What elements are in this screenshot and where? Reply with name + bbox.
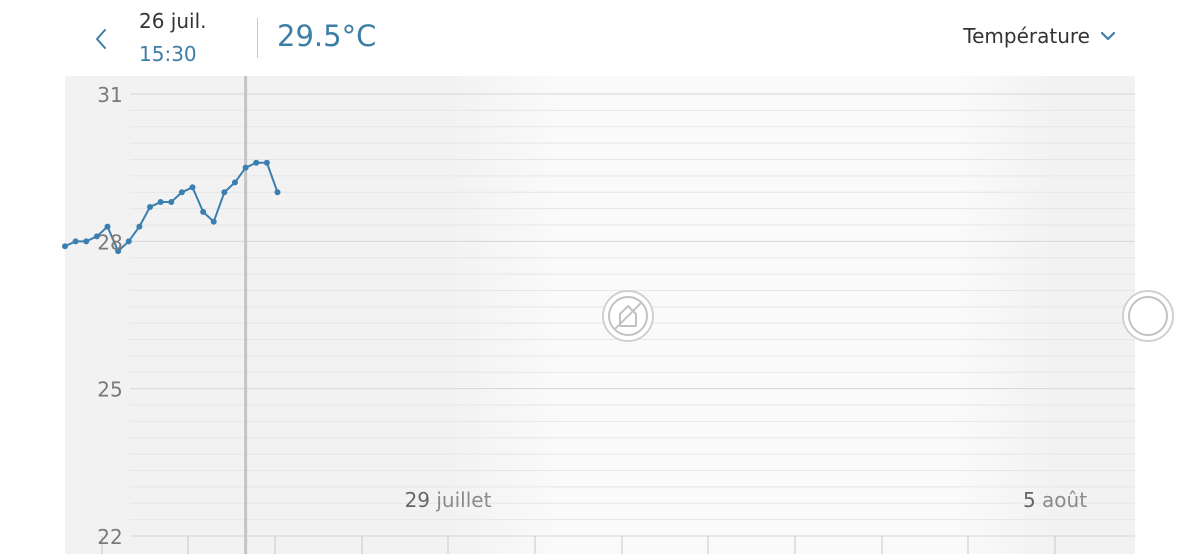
selected-date: 26 juil. — [139, 9, 207, 33]
major-gridlines — [130, 93, 1135, 537]
temperature-reading: 29.5°C — [277, 19, 377, 53]
data-point[interactable] — [136, 223, 143, 230]
no-data-icon-partial — [1122, 290, 1174, 342]
data-point[interactable] — [168, 199, 175, 206]
data-point[interactable] — [189, 184, 196, 191]
y-axis-labels: 31 28 25 22 — [97, 83, 122, 549]
x-tick-marks — [101, 536, 1056, 554]
series-group — [62, 159, 281, 255]
data-point[interactable] — [125, 238, 132, 245]
chevron-down-icon — [1100, 31, 1116, 41]
data-point[interactable] — [72, 238, 79, 245]
metric-selector[interactable]: Température — [963, 24, 1116, 48]
data-point[interactable] — [178, 189, 185, 196]
data-point[interactable] — [274, 189, 281, 196]
data-point[interactable] — [157, 199, 164, 206]
header: 26 juil. 15:30 29.5°C Température — [0, 0, 1200, 76]
chart-svg: 31 28 25 22 29 juillet 5 août — [62, 76, 1174, 554]
no-data-fade-right — [955, 76, 1055, 554]
selected-time: 15:30 — [139, 42, 197, 66]
data-point[interactable] — [253, 159, 260, 166]
data-point[interactable] — [62, 243, 68, 250]
data-point[interactable] — [263, 159, 270, 166]
data-point[interactable] — [83, 238, 90, 245]
y-tick-label: 28 — [97, 230, 122, 254]
y-tick-label: 31 — [97, 83, 122, 107]
y-tick-label: 25 — [97, 378, 122, 402]
x-axis-labels: 29 juillet 5 août — [405, 488, 1088, 512]
data-point[interactable] — [104, 223, 111, 230]
no-data-icon — [602, 290, 654, 342]
back-button[interactable] — [86, 22, 116, 56]
data-point[interactable] — [221, 189, 228, 196]
data-point[interactable] — [93, 233, 100, 240]
chevron-left-icon — [96, 29, 106, 49]
header-divider — [257, 18, 258, 58]
data-point[interactable] — [147, 203, 153, 210]
x-axis-label: 5 août — [1023, 488, 1087, 512]
data-point[interactable] — [210, 218, 217, 225]
data-point[interactable] — [200, 208, 207, 215]
temperature-chart[interactable]: 31 28 25 22 29 juillet 5 août — [0, 76, 1200, 554]
y-tick-label: 22 — [97, 525, 122, 549]
data-point[interactable] — [242, 164, 249, 171]
x-axis-label: 29 juillet — [405, 488, 492, 512]
data-point[interactable] — [232, 179, 238, 186]
metric-selector-label: Température — [963, 24, 1090, 48]
no-data-fade-left — [448, 76, 558, 554]
data-point[interactable] — [115, 248, 122, 255]
